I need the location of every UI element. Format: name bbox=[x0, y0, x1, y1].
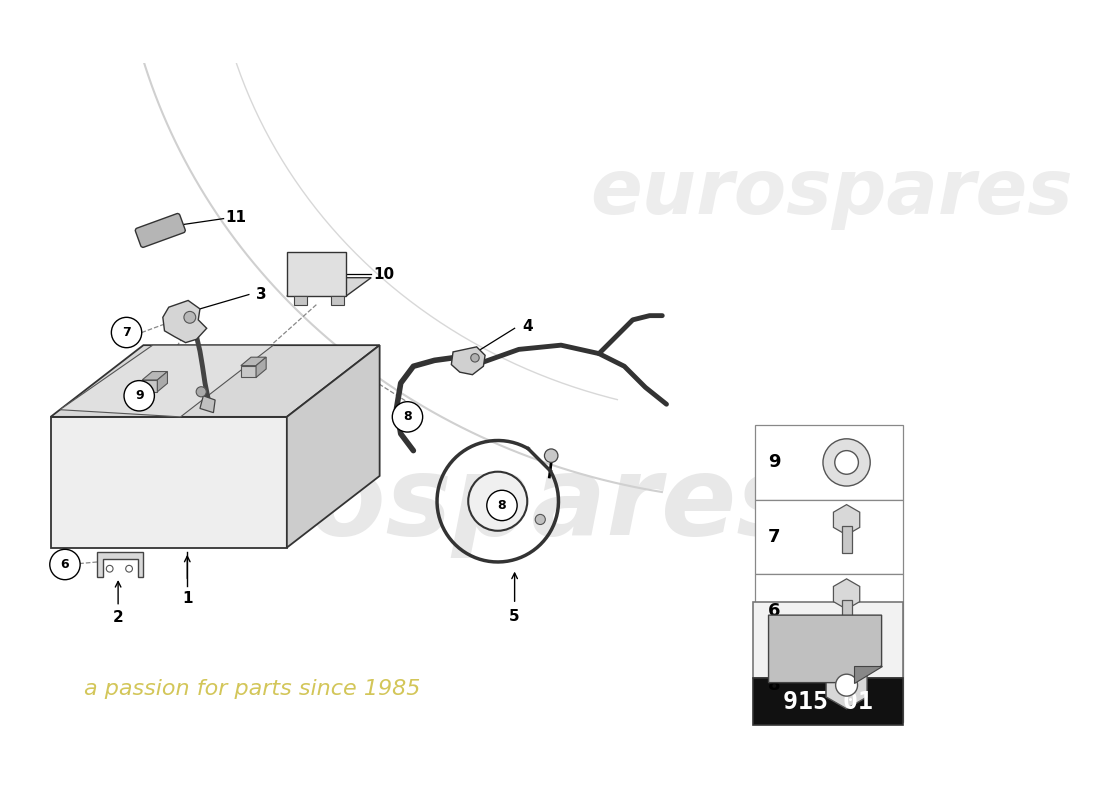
Polygon shape bbox=[834, 579, 860, 610]
Circle shape bbox=[125, 566, 132, 572]
Text: 915 01: 915 01 bbox=[783, 690, 873, 714]
Polygon shape bbox=[331, 296, 344, 305]
Polygon shape bbox=[754, 678, 903, 725]
Polygon shape bbox=[51, 417, 287, 548]
Polygon shape bbox=[754, 602, 903, 678]
Text: 6: 6 bbox=[60, 558, 69, 571]
Circle shape bbox=[393, 402, 422, 432]
Polygon shape bbox=[769, 615, 881, 682]
Polygon shape bbox=[142, 371, 167, 380]
Text: 1: 1 bbox=[182, 590, 192, 606]
Text: 8: 8 bbox=[497, 499, 506, 512]
FancyBboxPatch shape bbox=[135, 214, 185, 247]
Circle shape bbox=[536, 514, 546, 525]
Circle shape bbox=[835, 450, 858, 474]
Text: 10: 10 bbox=[373, 266, 395, 282]
Bar bbox=[842, 526, 851, 553]
Polygon shape bbox=[59, 345, 273, 417]
Text: eurospares: eurospares bbox=[591, 157, 1074, 230]
Circle shape bbox=[544, 449, 558, 462]
Text: 3: 3 bbox=[256, 287, 267, 302]
Bar bbox=[842, 600, 851, 627]
Text: 9: 9 bbox=[135, 390, 143, 402]
Text: a passion for parts since 1985: a passion for parts since 1985 bbox=[85, 679, 420, 699]
Circle shape bbox=[50, 550, 80, 580]
Polygon shape bbox=[241, 357, 266, 366]
Text: 5: 5 bbox=[509, 610, 520, 624]
Circle shape bbox=[196, 386, 207, 397]
Text: 6: 6 bbox=[768, 602, 780, 620]
Polygon shape bbox=[834, 505, 860, 535]
Circle shape bbox=[111, 318, 142, 348]
Circle shape bbox=[823, 439, 870, 486]
Polygon shape bbox=[755, 574, 903, 648]
Polygon shape bbox=[97, 552, 143, 577]
Text: 4: 4 bbox=[522, 319, 532, 334]
Polygon shape bbox=[287, 252, 345, 296]
Polygon shape bbox=[451, 347, 485, 374]
Text: 7: 7 bbox=[122, 326, 131, 339]
Polygon shape bbox=[241, 366, 256, 378]
Circle shape bbox=[124, 381, 154, 411]
Circle shape bbox=[469, 472, 527, 530]
Polygon shape bbox=[755, 499, 903, 574]
Polygon shape bbox=[755, 648, 903, 722]
Polygon shape bbox=[157, 371, 167, 392]
Text: 8: 8 bbox=[768, 676, 780, 694]
Polygon shape bbox=[51, 345, 380, 417]
Polygon shape bbox=[256, 357, 266, 378]
Polygon shape bbox=[142, 380, 157, 392]
Polygon shape bbox=[854, 666, 881, 682]
Circle shape bbox=[836, 674, 858, 696]
Polygon shape bbox=[287, 345, 380, 548]
Polygon shape bbox=[163, 301, 207, 342]
Text: eurospares: eurospares bbox=[101, 451, 804, 558]
Text: 8: 8 bbox=[404, 410, 411, 423]
Polygon shape bbox=[826, 662, 867, 709]
Circle shape bbox=[184, 311, 196, 323]
Polygon shape bbox=[294, 296, 307, 305]
Text: 9: 9 bbox=[768, 454, 780, 471]
Text: 2: 2 bbox=[112, 610, 123, 625]
Polygon shape bbox=[287, 278, 371, 296]
Text: 7: 7 bbox=[768, 528, 780, 546]
Circle shape bbox=[471, 354, 480, 362]
Circle shape bbox=[107, 566, 113, 572]
Circle shape bbox=[487, 490, 517, 521]
Polygon shape bbox=[755, 426, 903, 499]
Text: 11: 11 bbox=[226, 210, 246, 226]
Polygon shape bbox=[200, 396, 216, 413]
